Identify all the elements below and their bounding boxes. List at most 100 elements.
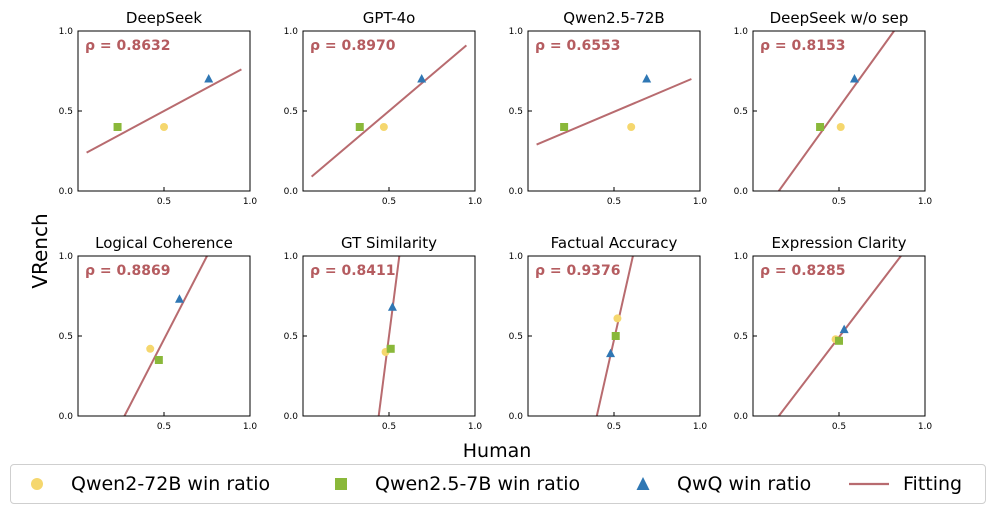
x-tick-label: 1.0 (243, 422, 258, 432)
x-tick-label: 0.5 (382, 422, 396, 432)
fit-line (310, 44, 468, 178)
rho-label: ρ = 0.8632 (85, 38, 171, 54)
y-tick-label: 0.0 (284, 187, 299, 197)
line-marker-icon (849, 474, 889, 494)
point-qwq (417, 74, 427, 83)
x-tick-label: 0.5 (157, 197, 171, 207)
y-tick-label: 0.5 (509, 107, 523, 117)
panel-title: Factual Accuracy (551, 234, 678, 252)
square-marker-icon (321, 474, 361, 494)
panel-title: Logical Coherence (95, 234, 233, 252)
point-qwen25_7b (154, 356, 163, 364)
x-tick-label: 1.0 (693, 422, 708, 432)
x-axis-label: Human (463, 440, 532, 462)
y-tick-label: 0.5 (59, 107, 73, 117)
point-qwq (606, 348, 616, 358)
legend-label: Fitting (903, 473, 963, 495)
point-qwq (174, 294, 184, 303)
x-tick-label: 0.5 (832, 197, 846, 207)
x-tick-label: 1.0 (243, 197, 258, 207)
point-qwen25_7b (816, 123, 825, 131)
panel-title: Expression Clarity (771, 234, 906, 252)
axes-frame (752, 30, 926, 192)
x-tick-label: 0.5 (607, 197, 621, 207)
y-tick-label: 0.0 (509, 187, 524, 197)
fit-line (123, 256, 208, 416)
axes-frame (77, 255, 251, 417)
rho-label: ρ = 0.9376 (535, 263, 621, 279)
panel-5: Logical Coherence ρ = 0.8869 0.0 0.5 0.5 1.0 1… (59, 234, 258, 432)
legend-item-qwen25_7b: Qwen2.5-7B win ratio (321, 465, 580, 503)
circle-marker-icon (17, 474, 57, 494)
point-qwen2_72b (613, 314, 622, 323)
point-qwen2_72b (146, 344, 155, 353)
point-qwen25_7b (560, 123, 569, 131)
fit-line (777, 31, 895, 191)
y-axis-label: VRench (28, 213, 52, 288)
triangle-marker-icon (623, 474, 663, 494)
y-tick-label: 1.0 (59, 27, 74, 37)
y-tick-label: 0.5 (284, 332, 298, 342)
y-tick-label: 1.0 (734, 27, 749, 37)
y-tick-label: 0.5 (734, 107, 748, 117)
point-qwen2_72b (160, 123, 168, 131)
rho-label: ρ = 0.8869 (85, 263, 171, 279)
legend-item-qwen2_72b: Qwen2-72B win ratio (17, 465, 270, 503)
y-tick-label: 0.0 (734, 187, 749, 197)
y-tick-label: 1.0 (734, 252, 749, 262)
point-qwen2_72b (379, 123, 388, 131)
panel-8: Expression Clarity ρ = 0.8285 0.0 0.5 0.5 1.0… (734, 234, 933, 432)
point-qwen2_72b (627, 123, 636, 131)
point-qwq (849, 74, 859, 83)
legend-item-fit: Fitting (849, 465, 962, 503)
x-tick-label: 0.5 (607, 422, 621, 432)
rho-label: ρ = 0.8970 (310, 38, 396, 54)
fit-line (778, 256, 902, 416)
point-qwq (839, 324, 849, 334)
legend-label: Qwen2-72B win ratio (71, 473, 271, 495)
y-tick-label: 0.5 (734, 332, 748, 342)
rho-label: ρ = 0.6553 (535, 38, 621, 54)
panel-title: DeepSeek (126, 9, 203, 27)
legend-label: QwQ win ratio (677, 473, 812, 495)
point-qwen25_7b (835, 336, 843, 345)
y-tick-label: 0.5 (509, 332, 523, 342)
point-qwen25_7b (113, 123, 122, 131)
legend-label: Qwen2.5-7B win ratio (375, 473, 581, 495)
panel-title: Qwen2.5-72B (563, 9, 664, 27)
panel-4: DeepSeek w/o sep ρ = 0.8153 0.0 0.5 0.5 1.0 1.… (734, 9, 933, 207)
panel-title: DeepSeek w/o sep (770, 9, 909, 27)
fit-line (86, 68, 242, 154)
fit-line (377, 256, 401, 416)
x-tick-label: 0.5 (832, 422, 846, 432)
point-qwq (387, 302, 397, 311)
y-tick-label: 0.5 (284, 107, 298, 117)
figure: DeepSeek ρ = 0.8632 0.0 0.5 0.5 1.0 1.0 GPT-4o ρ… (28, 9, 933, 462)
point-qwq (204, 74, 214, 83)
y-tick-label: 0.0 (734, 412, 749, 422)
fit-line (536, 78, 692, 146)
y-tick-label: 1.0 (284, 27, 299, 37)
legend-item-qwq: QwQ win ratio (623, 465, 811, 503)
panel-2: GPT-4o ρ = 0.8970 0.0 0.5 0.5 1.0 1.0 (284, 9, 483, 207)
y-tick-label: 1.0 (509, 27, 524, 37)
y-tick-label: 1.0 (509, 252, 524, 262)
point-qwen25_7b (355, 123, 364, 131)
x-tick-label: 1.0 (468, 422, 483, 432)
point-qwen25_7b (386, 344, 395, 353)
x-tick-label: 1.0 (468, 197, 483, 207)
y-tick-label: 0.0 (509, 412, 524, 422)
panel-6: GT Similarity ρ = 0.8411 0.0 0.5 0.5 1.0 1.0 (284, 234, 483, 432)
point-qwq (642, 74, 652, 83)
x-tick-label: 0.5 (157, 422, 171, 432)
y-tick-label: 0.0 (284, 412, 299, 422)
point-qwen2_72b (836, 123, 845, 131)
y-tick-label: 0.0 (59, 412, 74, 422)
panel-7: Factual Accuracy ρ = 0.9376 0.0 0.5 0.5 1.0 1.… (509, 234, 708, 432)
x-tick-label: 0.5 (382, 197, 396, 207)
x-tick-label: 1.0 (918, 197, 933, 207)
panel-3: Qwen2.5-72B ρ = 0.6553 0.0 0.5 0.5 1.0 1.0 (509, 9, 708, 207)
legend: Qwen2-72B win ratio Qwen2.5-7B win ratio Q… (10, 464, 986, 504)
panel-title: GT Similarity (341, 234, 437, 252)
rho-label: ρ = 0.8411 (310, 263, 396, 279)
